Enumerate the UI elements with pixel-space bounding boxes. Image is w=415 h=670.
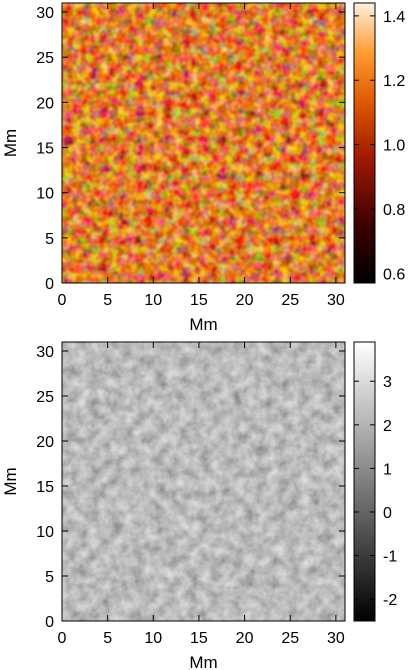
x-tick-label: 0 xyxy=(58,630,67,647)
x-tick-label: 30 xyxy=(327,292,345,309)
colorbar-tick-label: 1.4 xyxy=(383,9,405,26)
y-tick-label: 0 xyxy=(45,614,54,631)
heatmap-frame xyxy=(61,2,346,284)
colorbar-tick-label: 0 xyxy=(383,505,392,522)
y-tick-label: 10 xyxy=(36,186,54,203)
y-axis-label: Mm xyxy=(1,129,20,157)
colorbar-tick-label: 0.6 xyxy=(383,266,405,283)
x-tick-label: 10 xyxy=(144,630,162,647)
y-axis-label: Mm xyxy=(1,467,20,495)
x-tick-label: 5 xyxy=(103,292,112,309)
y-tick-label: 10 xyxy=(36,524,54,541)
y-tick-label: 0 xyxy=(45,276,54,293)
heatmap-image xyxy=(62,3,345,283)
x-axis-label: Mm xyxy=(189,653,217,670)
x-axis-label: Mm xyxy=(189,315,217,334)
x-tick-label: 0 xyxy=(58,292,67,309)
y-tick-label: 20 xyxy=(36,95,54,112)
colorbar-tick-label: -2 xyxy=(383,592,397,609)
x-tick-label: 15 xyxy=(190,630,208,647)
y-tick-label: 30 xyxy=(36,5,54,22)
x-tick-label: 30 xyxy=(327,630,345,647)
x-tick-label: 15 xyxy=(190,292,208,309)
y-tick-label: 25 xyxy=(36,50,54,67)
colorbar xyxy=(353,341,376,622)
y-tick-label: 15 xyxy=(36,479,54,496)
colorbar-tick-label: 0.8 xyxy=(383,202,405,219)
colorbar-tick-label: 3 xyxy=(383,374,392,391)
heatmap-panel-1: 0 5 10 15 20 25 30 0 5 10 15 20 25 30 Mm Mm 0.6 0.8 1.0 1.2… xyxy=(1,2,405,334)
y-tick-label: 5 xyxy=(45,569,54,586)
colorbar-tick-label: 2 xyxy=(383,418,392,435)
colorbar-tick-label: 1.0 xyxy=(383,138,405,155)
x-tick-label: 5 xyxy=(103,630,112,647)
colorbar-tick-label: -1 xyxy=(383,549,397,566)
heatmap-panel-2: 0 5 10 15 20 25 30 0 5 10 15 20 25 30 Mm Mm -2 -1 0 1 2 3 xyxy=(1,341,397,670)
heatmap-frame xyxy=(61,341,346,622)
y-tick-label: 5 xyxy=(45,231,54,248)
y-tick-label: 20 xyxy=(36,434,54,451)
x-tick-label: 20 xyxy=(236,292,254,309)
heatmap-image xyxy=(62,342,345,621)
x-tick-label: 25 xyxy=(281,292,299,309)
y-tick-label: 15 xyxy=(36,141,54,158)
x-tick-label: 20 xyxy=(236,630,254,647)
colorbar-tick-label: 1.2 xyxy=(383,73,405,90)
y-tick-label: 25 xyxy=(36,389,54,406)
x-tick-label: 25 xyxy=(281,630,299,647)
colorbar-tick-label: 1 xyxy=(383,461,392,478)
colorbar xyxy=(353,2,376,284)
y-tick-label: 30 xyxy=(36,344,54,361)
x-tick-label: 10 xyxy=(144,292,162,309)
